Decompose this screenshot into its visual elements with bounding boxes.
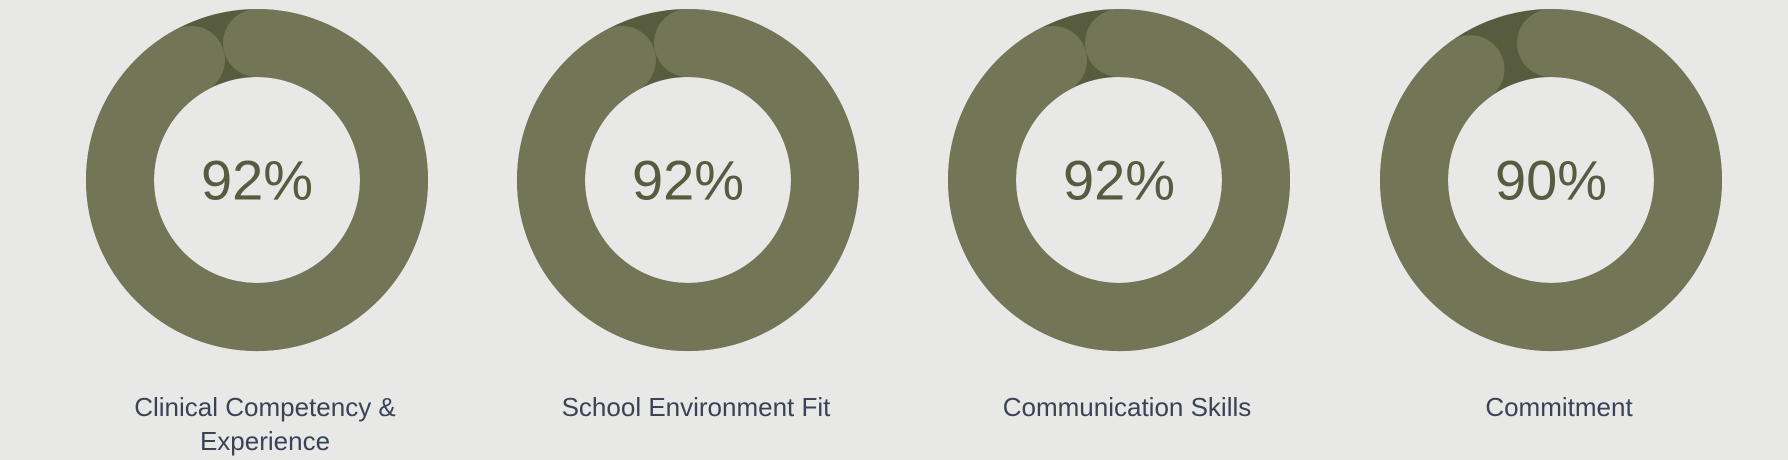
value-label: 90% <box>1495 149 1607 212</box>
value-label: 92% <box>632 149 744 212</box>
chart-title: Clinical Competency & Experience <box>134 392 396 456</box>
chart-title: School Environment Fit <box>561 392 831 422</box>
chart-title: Communication Skills <box>1002 392 1252 422</box>
donut-arc <box>948 9 1290 351</box>
value-label: 92% <box>1063 149 1175 212</box>
chart-title: Commitment <box>1485 392 1633 422</box>
donut-arc <box>86 9 428 351</box>
value-label: 92% <box>201 149 313 212</box>
donut-arc <box>1380 9 1722 351</box>
donut-arc <box>517 9 859 351</box>
